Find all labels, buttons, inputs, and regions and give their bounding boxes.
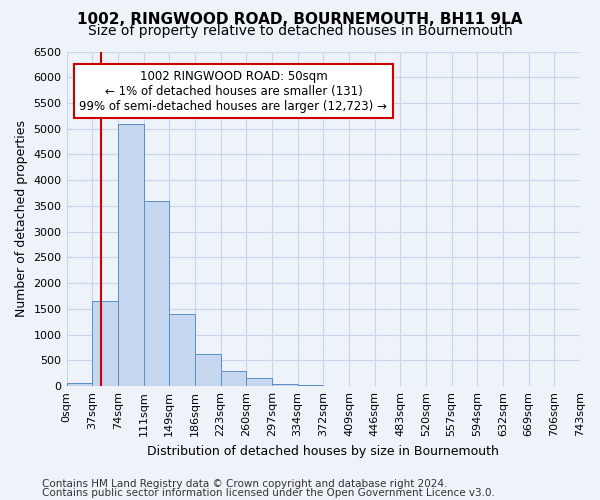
Y-axis label: Number of detached properties: Number of detached properties xyxy=(15,120,28,318)
Bar xyxy=(143,201,169,386)
Text: Contains HM Land Registry data © Crown copyright and database right 2024.: Contains HM Land Registry data © Crown c… xyxy=(42,479,448,489)
Bar xyxy=(298,385,323,386)
Text: 1002 RINGWOOD ROAD: 50sqm
← 1% of detached houses are smaller (131)
99% of semi-: 1002 RINGWOOD ROAD: 50sqm ← 1% of detach… xyxy=(79,70,388,112)
Text: Size of property relative to detached houses in Bournemouth: Size of property relative to detached ho… xyxy=(88,24,512,38)
Bar xyxy=(246,378,272,386)
Bar xyxy=(195,354,221,386)
Bar xyxy=(272,384,298,386)
Bar xyxy=(67,383,92,386)
X-axis label: Distribution of detached houses by size in Bournemouth: Distribution of detached houses by size … xyxy=(148,444,499,458)
Text: 1002, RINGWOOD ROAD, BOURNEMOUTH, BH11 9LA: 1002, RINGWOOD ROAD, BOURNEMOUTH, BH11 9… xyxy=(77,12,523,28)
Text: Contains public sector information licensed under the Open Government Licence v3: Contains public sector information licen… xyxy=(42,488,495,498)
Bar xyxy=(118,124,143,386)
Bar xyxy=(92,301,118,386)
Bar xyxy=(169,314,195,386)
Bar xyxy=(221,370,246,386)
